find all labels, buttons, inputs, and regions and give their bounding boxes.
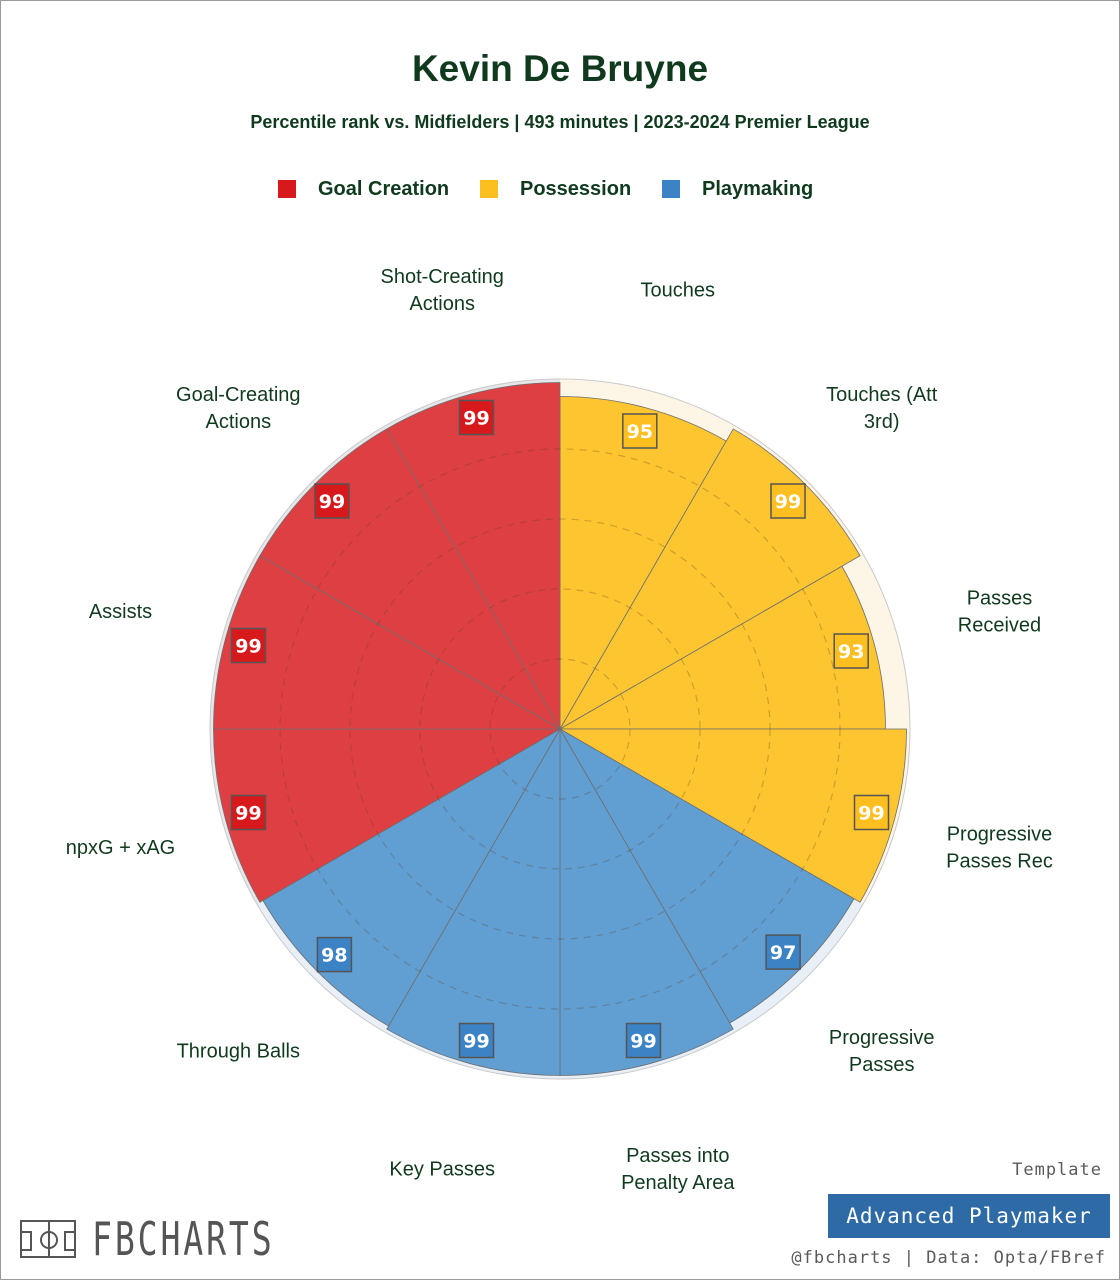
logo-text: FBCHARTS bbox=[92, 1212, 275, 1266]
pitch-icon bbox=[20, 1220, 76, 1258]
value-badge-passes-received bbox=[833, 633, 869, 669]
legend-swatch-playmaking bbox=[662, 180, 680, 198]
category-label-passes-received: Passes Received bbox=[958, 588, 1041, 637]
category-label-npxg-xag: npxG + xAG bbox=[66, 837, 176, 859]
value-label-shot-creating-actions: 99 bbox=[463, 408, 489, 430]
value-label-key-passes: 99 bbox=[463, 1031, 489, 1053]
category-label-progressive-passes-rec: Progressive Passes Rec bbox=[946, 823, 1053, 872]
legend: Goal Creation Possession Playmaking bbox=[0, 174, 1120, 204]
bar-key-passes bbox=[386, 727, 561, 1076]
legend-item-goal-creation: Goal Creation bbox=[278, 174, 449, 204]
legend-label-playmaking: Playmaking bbox=[702, 177, 814, 200]
bar-passes-into-penalty-area bbox=[559, 727, 734, 1076]
category-label-through-balls: Through Balls bbox=[177, 1041, 300, 1063]
value-badge-assists bbox=[230, 627, 267, 664]
value-badge-progressive-passes bbox=[765, 934, 801, 970]
outer-ring bbox=[209, 378, 911, 1080]
value-label-npxg-xag: 99 bbox=[235, 803, 261, 825]
value-badge-through-balls bbox=[316, 936, 353, 973]
value-label-goal-creating-actions: 99 bbox=[319, 491, 345, 513]
chart-title: Kevin De Bruyne bbox=[411, 48, 709, 89]
bar-assists bbox=[213, 555, 562, 730]
legend-swatch-possession bbox=[480, 180, 498, 198]
legend-item-playmaking: Playmaking bbox=[662, 174, 813, 204]
value-label-progressive-passes: 97 bbox=[770, 942, 796, 964]
value-label-progressive-passes-rec: 99 bbox=[858, 803, 884, 825]
value-badge-shot-creating-actions bbox=[458, 399, 495, 436]
category-label-goal-creating-actions: Goal-Creating Actions bbox=[176, 384, 301, 433]
legend-item-possession: Possession bbox=[480, 174, 631, 204]
category-label-touches: Touches bbox=[641, 280, 716, 302]
grid-ring-2 bbox=[419, 588, 701, 870]
grid-ring-1 bbox=[489, 658, 631, 800]
category-label-progressive-passes: Progressive Passes bbox=[829, 1027, 935, 1076]
template-badge: Advanced Playmaker bbox=[828, 1194, 1110, 1238]
value-label-touches: 95 bbox=[627, 421, 653, 443]
bar-progressive-passes-rec bbox=[558, 728, 907, 903]
grid-ring-3 bbox=[349, 518, 771, 940]
legend-swatch-goal-creation bbox=[278, 180, 296, 198]
category-label-shot-creating-actions: Shot-Creating Actions bbox=[380, 266, 503, 315]
value-label-passes-received: 93 bbox=[838, 641, 864, 663]
chart-subtitle: Percentile rank vs. Midfielders | 493 mi… bbox=[250, 112, 870, 132]
value-badge-npxg-xag bbox=[230, 794, 267, 831]
value-badge-touches bbox=[622, 413, 658, 449]
bar-passes-received bbox=[558, 565, 886, 730]
value-label-through-balls: 98 bbox=[321, 945, 347, 967]
fbcharts-logo: FBCHARTS bbox=[20, 1212, 346, 1266]
legend-label-possession: Possession bbox=[520, 177, 632, 200]
value-label-passes-into-penalty-area: 99 bbox=[630, 1031, 656, 1053]
value-label-assists: 99 bbox=[235, 636, 261, 658]
value-badge-touches-att-3rd bbox=[770, 483, 806, 519]
value-badge-key-passes bbox=[458, 1022, 495, 1059]
value-badge-progressive-passes-rec bbox=[853, 794, 890, 831]
bar-npxg-xag bbox=[213, 728, 562, 903]
value-label-touches-att-3rd: 99 bbox=[775, 491, 801, 513]
bar-touches bbox=[559, 396, 727, 731]
value-badge-goal-creating-actions bbox=[314, 483, 350, 519]
value-badge-passes-into-penalty-area bbox=[625, 1022, 662, 1059]
bar-shot-creating-actions bbox=[386, 382, 561, 731]
category-label-assists: Assists bbox=[89, 601, 152, 623]
credit-text: @fbcharts | Data: Opta/FBref bbox=[791, 1248, 1106, 1268]
category-label-passes-into-penalty-area: Passes into Penalty Area bbox=[621, 1145, 735, 1194]
category-label-touches-att-3rd: Touches (Att 3rd) bbox=[826, 384, 938, 433]
category-label-key-passes: Key Passes bbox=[389, 1159, 495, 1181]
template-label: Template bbox=[1012, 1160, 1102, 1180]
grid-ring-4 bbox=[279, 448, 841, 1010]
legend-label-goal-creation: Goal Creation bbox=[318, 177, 450, 200]
